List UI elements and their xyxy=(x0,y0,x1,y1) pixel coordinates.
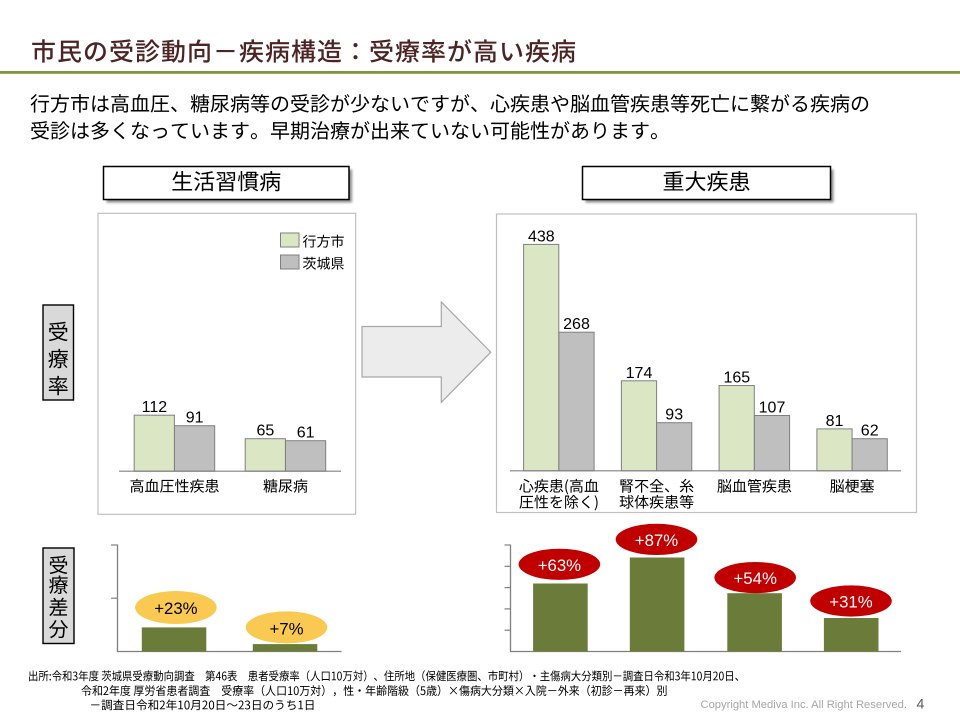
svg-text:81: 81 xyxy=(826,413,844,430)
svg-text:438: 438 xyxy=(528,228,555,245)
svg-text:93: 93 xyxy=(665,407,683,424)
svg-text:91: 91 xyxy=(186,410,204,427)
svg-text:165: 165 xyxy=(723,370,750,387)
svg-text:Copyright Mediva Inc. All Righ: Copyright Mediva Inc. All Right Reserved… xyxy=(701,699,907,711)
svg-text:174: 174 xyxy=(626,365,653,382)
svg-text:+7%: +7% xyxy=(269,620,303,639)
svg-text:61: 61 xyxy=(297,425,315,442)
svg-text:+23%: +23% xyxy=(154,599,197,618)
svg-text:107: 107 xyxy=(759,400,786,417)
svg-text:65: 65 xyxy=(257,423,275,440)
svg-text:+54%: +54% xyxy=(734,569,777,588)
svg-text:268: 268 xyxy=(563,316,590,333)
svg-text:+87%: +87% xyxy=(635,531,678,550)
svg-text:+31%: +31% xyxy=(829,593,872,612)
svg-text:112: 112 xyxy=(142,399,168,416)
svg-text:62: 62 xyxy=(861,423,879,440)
svg-text:+63%: +63% xyxy=(538,556,581,575)
svg-text:4: 4 xyxy=(917,695,925,711)
